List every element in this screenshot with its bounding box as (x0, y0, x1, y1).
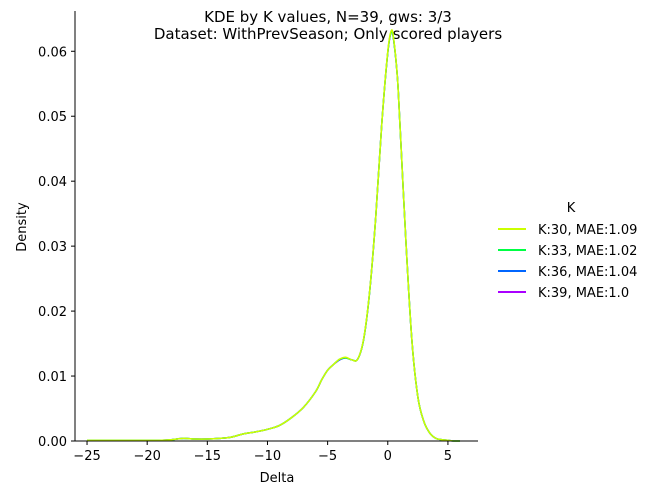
legend: K K:30, MAE:1.09 K:33, MAE:1.02 K:36, MAE:… (498, 201, 637, 301)
x-tick-label: 0 (384, 449, 392, 464)
x-axis-label: Delta (260, 471, 295, 486)
y-tick-label: 0.03 (38, 240, 67, 255)
x-tick-label: −20 (133, 449, 160, 464)
legend-label: K:39, MAE:1.0 (538, 286, 629, 301)
legend-label: K:33, MAE:1.02 (538, 244, 637, 259)
x-tick-label: −5 (318, 449, 337, 464)
chart-title-line-2: Dataset: WithPrevSeason; Only scored pla… (154, 25, 502, 43)
plot-lines (87, 29, 460, 442)
y-tick-label: 0.01 (38, 370, 67, 385)
x-tick-label: −10 (254, 449, 281, 464)
series-line-2 (87, 30, 460, 442)
y-tick-label: 0.04 (38, 175, 67, 190)
y-tick-label: 0.02 (38, 305, 67, 320)
y-axis-label: Density (15, 202, 30, 252)
legend-label: K:30, MAE:1.09 (538, 223, 637, 238)
y-axis-ticks: 0.00 0.01 0.02 0.03 0.04 0.05 0.06 (38, 45, 75, 450)
series-line-4 (87, 30, 460, 442)
y-tick-label: 0.05 (38, 110, 67, 125)
legend-label: K:36, MAE:1.04 (538, 265, 637, 280)
x-tick-label: −15 (194, 449, 221, 464)
y-tick-label: 0.00 (38, 435, 67, 450)
series-line-1 (87, 29, 460, 442)
chart-title-line-1: KDE by K values, N=39, gws: 3/3 (204, 8, 452, 26)
legend-title: K (567, 201, 576, 216)
y-tick-label: 0.06 (38, 45, 67, 60)
x-axis-ticks: −25 −20 −15 −10 −5 0 5 (73, 441, 452, 464)
series-line-3 (87, 30, 460, 442)
x-tick-label: −25 (73, 449, 100, 464)
x-tick-label: 5 (444, 449, 452, 464)
